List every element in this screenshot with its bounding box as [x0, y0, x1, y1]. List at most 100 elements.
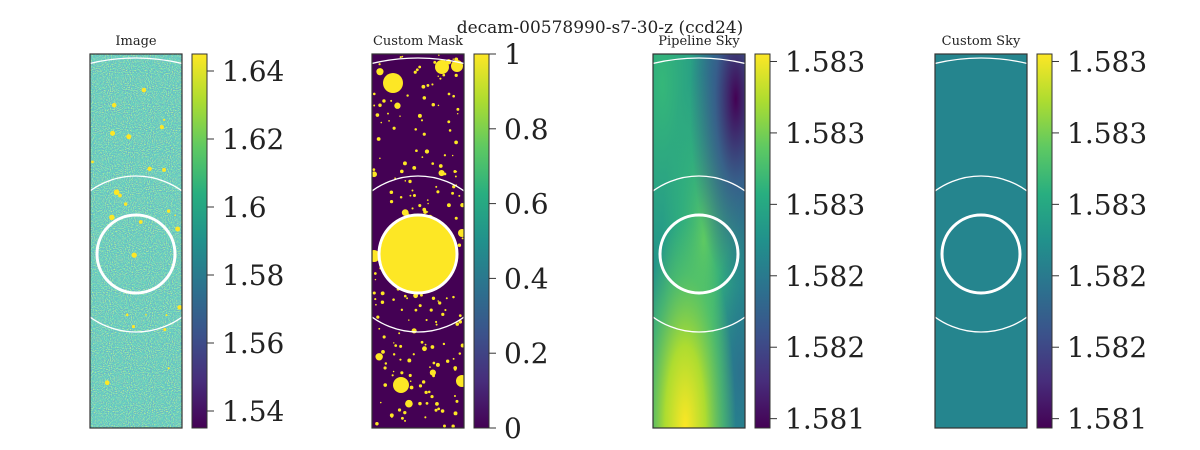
mask-speck: [454, 73, 458, 77]
mask-speck: [431, 162, 435, 165]
mask-speck: [408, 319, 410, 321]
mask-speck: [378, 103, 382, 107]
colorbar-tick-label: 1.582: [1067, 331, 1147, 364]
colorbar-tick-label: 1.582: [1067, 260, 1147, 293]
mask-speck: [389, 190, 394, 195]
pipeline-sky-colorbar: [754, 53, 771, 429]
mask-speck: [458, 314, 462, 317]
mask-frame: [371, 53, 465, 429]
colorbar-tick-label: 1.58: [222, 259, 284, 292]
mask-speck: [376, 68, 384, 76]
mask-speck: [426, 83, 430, 87]
mask-speck: [408, 179, 412, 184]
mask-speck: [421, 380, 426, 384]
colorbar-tick-label: 1: [504, 38, 522, 71]
mask-speck: [431, 102, 436, 107]
mask-speck: [438, 301, 442, 305]
mask-speck: [412, 194, 416, 198]
mask-speck: [399, 358, 402, 361]
colorbar-tick-label: 1.56: [222, 327, 284, 360]
mask-speck: [414, 308, 418, 312]
image-bright-sources: [91, 87, 182, 386]
mask-speck: [392, 370, 395, 373]
colorbar-tick-label: 0.4: [504, 262, 549, 295]
bright-source: [165, 314, 168, 317]
mask-speck: [446, 203, 451, 208]
mask-speck: [424, 149, 430, 154]
mask-speck: [420, 119, 424, 122]
mask-speck: [372, 92, 376, 96]
mask-speck: [406, 94, 409, 97]
mask-speck: [437, 407, 441, 411]
panel-title-pipeline-sky: Pipeline Sky: [658, 34, 740, 49]
mask-speck: [427, 390, 431, 394]
mask-speck: [383, 366, 387, 370]
mask-speck: [442, 342, 446, 346]
mask-speck: [400, 308, 404, 312]
mask-speck: [425, 402, 429, 405]
mask-speck: [409, 380, 412, 383]
mask-speck: [447, 92, 451, 96]
mask-speck: [427, 202, 429, 205]
mask-speck: [429, 366, 431, 369]
mask-speck: [458, 194, 461, 197]
mask-speck: [435, 320, 438, 324]
bright-source: [141, 87, 147, 93]
mask-speck: [456, 112, 459, 115]
mask-speck: [400, 371, 404, 375]
bright-source: [163, 328, 167, 332]
mask-speck: [421, 156, 424, 159]
mask-speck: [422, 346, 427, 352]
mask-speck: [448, 129, 452, 132]
mask-speck: [399, 56, 402, 59]
pipeline-sky-colorbar-ticks: 1.583 1.583 1.583 1.582 1.582 1.581: [770, 45, 865, 436]
bright-source: [175, 226, 181, 232]
panel-title-custom-mask: Custom Mask: [373, 34, 463, 49]
bright-source: [110, 130, 116, 136]
mask-speck: [437, 104, 440, 107]
mask-speck: [456, 107, 460, 111]
panel-title-image: Image: [115, 34, 157, 49]
mask-speck: [425, 318, 428, 322]
mask-speck: [436, 190, 440, 194]
colorbar-tick-label: 0.6: [504, 188, 549, 221]
mask-speck: [434, 408, 438, 412]
mask-speck: [455, 399, 459, 403]
mask-speck: [442, 73, 446, 77]
mask-speck: [435, 323, 438, 326]
mask-speck: [414, 128, 417, 131]
mask-speck: [444, 308, 447, 312]
mask-speck: [381, 349, 385, 354]
mask-speck: [451, 154, 454, 157]
mask-speck: [392, 126, 396, 130]
mask-speck: [452, 58, 454, 60]
mask-speck: [390, 415, 393, 418]
bright-source: [177, 305, 182, 310]
colorbar-tick-label: 1.54: [222, 395, 284, 428]
mask-speck: [389, 413, 394, 418]
bright-source: [123, 202, 128, 206]
mask-speck: [380, 121, 383, 124]
mask-speck: [454, 140, 458, 145]
panel-custom-mask: Custom Mask 1 0.8 0.6 0.4 0.2 0: [371, 34, 549, 445]
colorbar-tick-label: 1.581: [785, 403, 865, 436]
mask-overlay-circles: [372, 57, 464, 333]
mask-speck: [454, 175, 457, 178]
mask-speck: [420, 340, 424, 344]
bright-source: [111, 102, 117, 108]
mask-speck: [452, 357, 455, 360]
mask-speck: [387, 112, 389, 115]
mask-speck: [432, 361, 436, 365]
mask-speck: [439, 77, 442, 80]
bright-source: [138, 220, 143, 224]
mask-speck: [435, 185, 438, 188]
mask-speck: [402, 161, 407, 166]
mask-speck: [380, 300, 385, 304]
mask-speck: [440, 409, 445, 413]
mask-speck: [422, 132, 426, 136]
image-colorbar: [191, 53, 208, 429]
mask-speck: [372, 168, 376, 171]
mask-speck: [433, 60, 437, 64]
mask-speck: [431, 83, 434, 86]
mask-speck: [451, 191, 455, 195]
